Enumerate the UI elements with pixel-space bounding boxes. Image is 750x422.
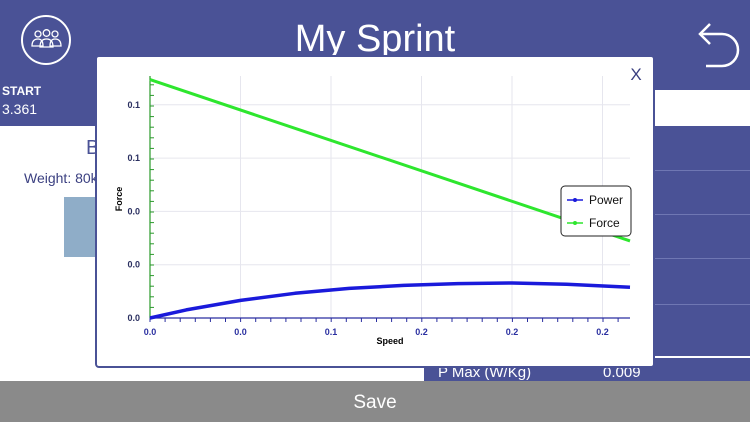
pmax-label: P Max (W/Kg): [438, 364, 532, 381]
right-divider: [654, 170, 750, 171]
chart-legend: Power Force: [560, 185, 632, 237]
chart-grid: [150, 76, 630, 318]
y-axis-label: Force: [114, 187, 124, 212]
page-title: My Sprint: [294, 18, 456, 60]
x-tick-label: 0.0: [234, 327, 247, 337]
right-divider: [654, 304, 750, 305]
y-tick-label: 0.0: [127, 260, 140, 270]
team-icon: [31, 29, 62, 48]
back-button[interactable]: [688, 16, 744, 72]
y-tick-label: 0.1: [127, 100, 140, 110]
chart-axes: [149, 76, 630, 319]
right-stats-panel: [654, 126, 750, 356]
chart-ticks: 0.0 0.0 0.1 0.2 0.2 0.2 0.0 0.0 0.0 0.1 0.1: [127, 84, 619, 337]
start-panel: [0, 90, 96, 126]
legend-marker: [573, 198, 577, 202]
save-button[interactable]: [0, 381, 750, 422]
weight-label: Weight: 80k: [24, 170, 98, 186]
close-button[interactable]: X: [630, 65, 642, 84]
y-tick-label: 0.1: [127, 153, 140, 163]
start-value: 3.361: [2, 101, 38, 117]
x-tick-label: 0.1: [325, 327, 338, 337]
undo-arrow-icon: [698, 23, 740, 68]
y-tick-label: 0.0: [127, 206, 140, 216]
force-power-chart: 0.0 0.0 0.1 0.2 0.2 0.20.00.00.00.10.1 Speed …: [114, 76, 632, 346]
x-tick-label: 0.2: [415, 327, 428, 337]
right-divider: [654, 258, 750, 259]
y-tick-label: 0.0: [127, 313, 140, 323]
legend-label: Force: [589, 216, 620, 230]
legend-label: Power: [589, 193, 623, 207]
start-label: START: [2, 84, 42, 98]
pmax-value: 0.009: [603, 364, 641, 381]
right-divider: [654, 214, 750, 215]
force-series-line: [149, 78, 631, 243]
x-axis-label: Speed: [376, 336, 403, 346]
x-tick-label: 0.2: [506, 327, 519, 337]
x-tick-label: 0.0: [144, 327, 157, 337]
legend-marker: [573, 221, 577, 225]
power-series-line: [149, 281, 631, 320]
x-tick-label: 0.2: [596, 327, 609, 337]
team-button[interactable]: [21, 15, 71, 65]
save-label[interactable]: Save: [353, 392, 397, 413]
chart-series: [149, 78, 631, 320]
